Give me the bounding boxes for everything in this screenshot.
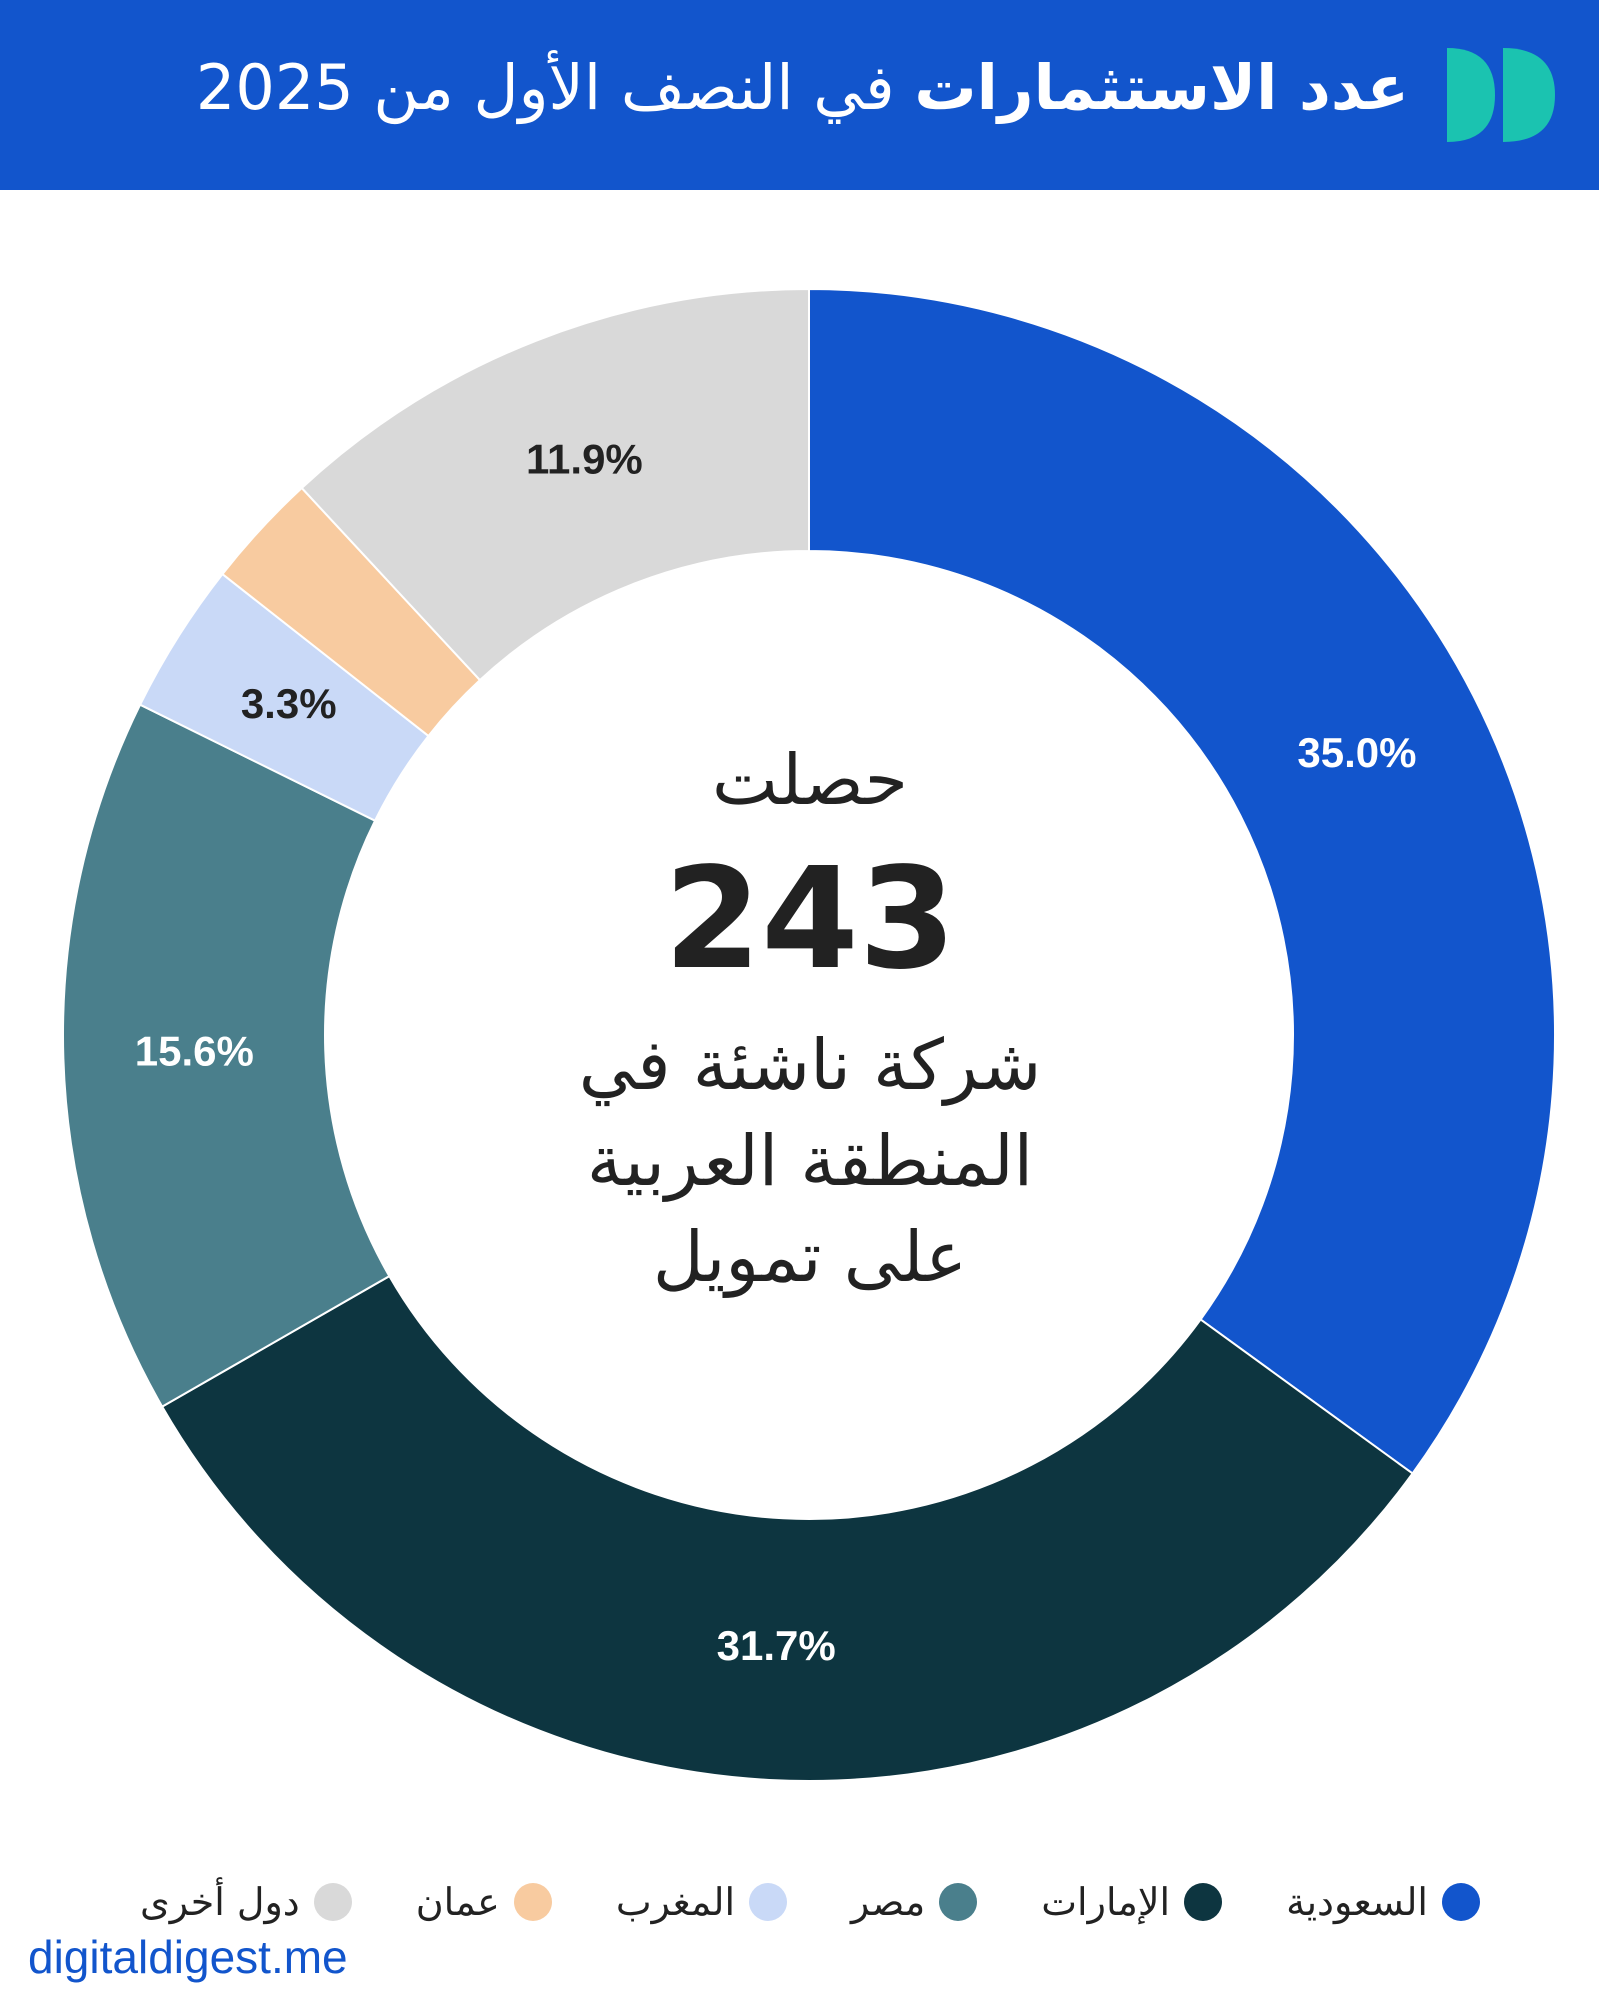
- center-line-2: شركة ناشئة في: [578, 1024, 1042, 1106]
- legend-label: مصر: [851, 1880, 926, 1924]
- page-title: عدد الاستثمارات في النصف الأول من 2025: [196, 38, 1409, 138]
- donut-slice-1: [160, 1274, 1414, 1782]
- legend-item: مصر: [851, 1880, 978, 1924]
- legend-label: الإمارات: [1041, 1880, 1171, 1924]
- legend-swatch: [939, 1883, 978, 1921]
- legend-item: الإمارات: [1041, 1880, 1223, 1924]
- title-strong: عدد الاستثمارات: [914, 51, 1409, 124]
- footer-site: digitaldigest.me: [28, 1931, 348, 1983]
- center-line-1: حصلت: [712, 739, 908, 821]
- donut-slice-5: [300, 287, 810, 682]
- center-number: 243: [663, 838, 957, 1001]
- slice-label-2: 15.6%: [135, 1027, 254, 1074]
- center-summary: حصلت 243 شركة ناشئة في المنطقة العربية ع…: [480, 735, 1140, 1305]
- legend-swatch: [1184, 1883, 1223, 1921]
- center-line-4: على تمويل: [652, 1216, 968, 1298]
- slice-label-5: 11.9%: [526, 436, 643, 483]
- slice-label-3: 3.3%: [241, 680, 337, 727]
- legend-label: عمان: [415, 1880, 500, 1924]
- slice-label-0: 35.0%: [1297, 729, 1416, 776]
- chart-legend: السعودية الإمارات مصر المغرب عمان دول أخرى: [140, 1872, 1480, 1932]
- donut-slice-0: [808, 287, 1556, 1475]
- legend-label: المغرب: [615, 1880, 736, 1924]
- legend-item: دول أخرى: [140, 1880, 352, 1924]
- legend-swatch: [313, 1883, 352, 1921]
- legend-swatch: [513, 1883, 552, 1921]
- legend-item: السعودية: [1286, 1880, 1480, 1924]
- center-line-3: المنطقة العربية: [586, 1120, 1034, 1202]
- legend-swatch: [749, 1883, 788, 1921]
- header-bar: عدد الاستثمارات في النصف الأول من 2025: [0, 0, 1599, 190]
- title-rest: في النصف الأول من 2025: [195, 51, 915, 124]
- donut-chart: 35.0% 31.7% 15.6% 3.3% 11.9%: [62, 287, 1556, 1782]
- legend-item: عمان: [416, 1880, 552, 1924]
- legend-label: السعودية: [1286, 1880, 1428, 1924]
- legend-label: دول أخرى: [140, 1880, 300, 1924]
- donut-slice-2: [62, 703, 391, 1409]
- legend-item: المغرب: [615, 1880, 788, 1924]
- legend-swatch: [1441, 1883, 1480, 1921]
- slice-label-1: 31.7%: [717, 1622, 836, 1669]
- double-leaf-logo-icon: [1447, 48, 1555, 142]
